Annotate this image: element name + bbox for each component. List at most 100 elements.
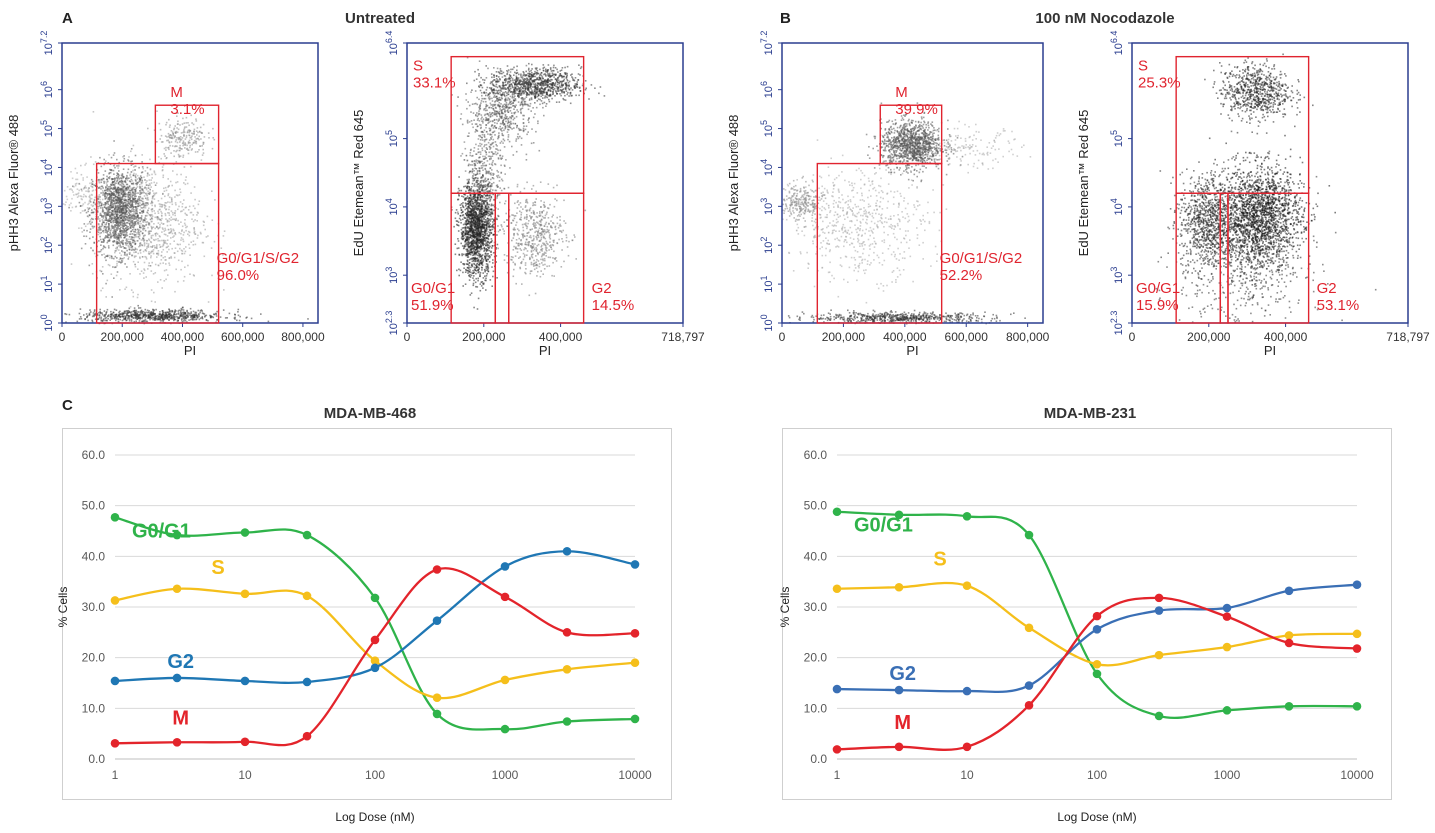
gate-rect [508, 192, 585, 324]
data-point-g2 [1352, 580, 1362, 590]
gate-label: G0/G1 [1136, 280, 1180, 297]
data-point-s [562, 665, 572, 674]
panel-title-nocodazole: 100 nM Nocodazole [1035, 10, 1175, 27]
y-tick-label: 0.0 [88, 752, 105, 766]
y-tick-label: 105 [384, 130, 400, 147]
data-point-g2 [630, 560, 640, 569]
data-point-s [894, 582, 904, 592]
y-tick-label: 102 [759, 237, 775, 254]
x-tick-label: 600,000 [221, 330, 265, 344]
gate-label: S [1138, 58, 1148, 75]
event-dots [782, 102, 1032, 325]
x-tick-label: 200,000 [462, 330, 506, 344]
x-tick-label: 400,000 [1264, 330, 1308, 344]
data-point-g2 [1284, 586, 1294, 596]
data-point-s [240, 589, 250, 599]
data-point-m [110, 738, 120, 748]
x-axis-label: PI [184, 343, 196, 358]
series-label-m: M [172, 707, 189, 729]
data-point-m [1222, 612, 1232, 621]
x-tick-label: 400,000 [161, 330, 205, 344]
data-point-g0-g1 [302, 530, 312, 540]
x-tick-label: 10000 [618, 768, 652, 782]
chart-title-mda-mb-468: MDA-MB-468 [323, 405, 417, 422]
y-tick-label: 0.0 [810, 752, 827, 766]
gate-label: G0/G1/S/G2 [217, 250, 300, 267]
data-point-g0-g1 [432, 709, 442, 719]
x-axis-label: PI [906, 343, 918, 358]
series-label-g2: G2 [889, 663, 916, 685]
flow-plot-untreated-pi-vs-edu: 0 200,000 400,000 718,797 PI 102.3 103 104 105 10… [351, 31, 705, 358]
y-axis-label: % Cells [778, 587, 792, 628]
data-point-g2 [370, 663, 380, 673]
y-tick-label: 30.0 [804, 600, 828, 614]
y-tick-label: 30.0 [82, 600, 106, 614]
data-point-m [172, 737, 182, 747]
data-point-g0-g1 [370, 593, 380, 603]
data-point-g2 [1222, 603, 1232, 613]
data-point-m [1092, 611, 1102, 621]
y-tick-label: 104 [1109, 198, 1125, 215]
y-axis-label: EdU Etemean™ Red 645 [1076, 110, 1091, 257]
y-tick-label: 60.0 [804, 448, 828, 462]
event-dots [1155, 53, 1377, 323]
y-tick-label: 102 [39, 237, 55, 254]
x-tick-label: 1 [834, 768, 841, 782]
data-point-g0-g1 [1154, 711, 1164, 721]
y-tick-label: 100 [759, 314, 775, 331]
data-point-g2 [302, 677, 312, 687]
series-label-g0-g1: G0/G1 [132, 520, 191, 542]
x-tick-label: 718,797 [1386, 330, 1430, 344]
data-point-g0-g1 [1284, 702, 1294, 711]
data-point-g0-g1 [1352, 702, 1362, 711]
event-dots [450, 56, 606, 310]
x-axis-label: Log Dose (nM) [335, 810, 414, 824]
x-tick-label: 200,000 [822, 330, 866, 344]
data-point-s [302, 591, 312, 601]
line-chart-mda-mb-468: 0.0 10.0 20.0 30.0 40.0 50.0 60.0 1 10 100 1000 100… [56, 448, 652, 824]
panel-label-a: A [62, 10, 73, 27]
x-axis-label: PI [1264, 343, 1276, 358]
data-point-g0-g1 [110, 513, 120, 522]
data-point-s [1154, 650, 1164, 660]
y-tick-label: 103 [39, 198, 55, 215]
series-label-s: S [933, 549, 946, 571]
data-point-s [962, 581, 972, 591]
line-chart-mda-mb-231: 0.0 10.0 20.0 30.0 40.0 50.0 60.0 1 10 100 1000 100… [778, 448, 1374, 824]
data-point-s [370, 656, 380, 666]
x-tick-label: 100 [365, 768, 385, 782]
y-tick-label: 104 [39, 159, 55, 176]
y-tick-label: 100 [39, 314, 55, 331]
data-point-g0-g1 [240, 528, 250, 537]
y-tick-label: 101 [39, 275, 55, 292]
gate-rect [95, 162, 220, 324]
panel-label-c: C [62, 397, 73, 414]
data-point-g0-g1 [1092, 669, 1102, 679]
series-label-s: S [211, 557, 224, 579]
gate-percent: 15.9% [1136, 297, 1179, 314]
x-tick-label: 0 [1129, 330, 1136, 344]
series-label-m: M [894, 712, 911, 734]
data-point-s [1284, 631, 1294, 640]
data-point-g2 [432, 616, 442, 625]
y-tick-label: 40.0 [82, 549, 106, 563]
chart-frame-mda-mb-468 [62, 428, 672, 800]
data-point-m [894, 742, 904, 752]
gate-percent: 51.9% [411, 297, 454, 314]
gate-rect [816, 162, 943, 324]
data-point-s [500, 675, 510, 685]
gate-percent: 96.0% [217, 267, 260, 284]
event-dots [62, 110, 309, 325]
data-point-s [172, 584, 182, 594]
data-point-m [562, 628, 572, 637]
y-tick-label: 10.0 [804, 701, 828, 715]
y-tick-label: 50.0 [82, 499, 106, 513]
y-axis-label: pHH3 Alexa Fluor® 488 [726, 115, 741, 252]
x-tick-label: 1000 [1214, 768, 1241, 782]
gate-label: S [413, 58, 423, 75]
x-tick-label: 10 [238, 768, 252, 782]
data-point-g0-g1 [894, 510, 904, 520]
data-point-g0-g1 [172, 530, 182, 540]
y-tick-label: 105 [1109, 130, 1125, 147]
data-point-s [1024, 623, 1034, 633]
